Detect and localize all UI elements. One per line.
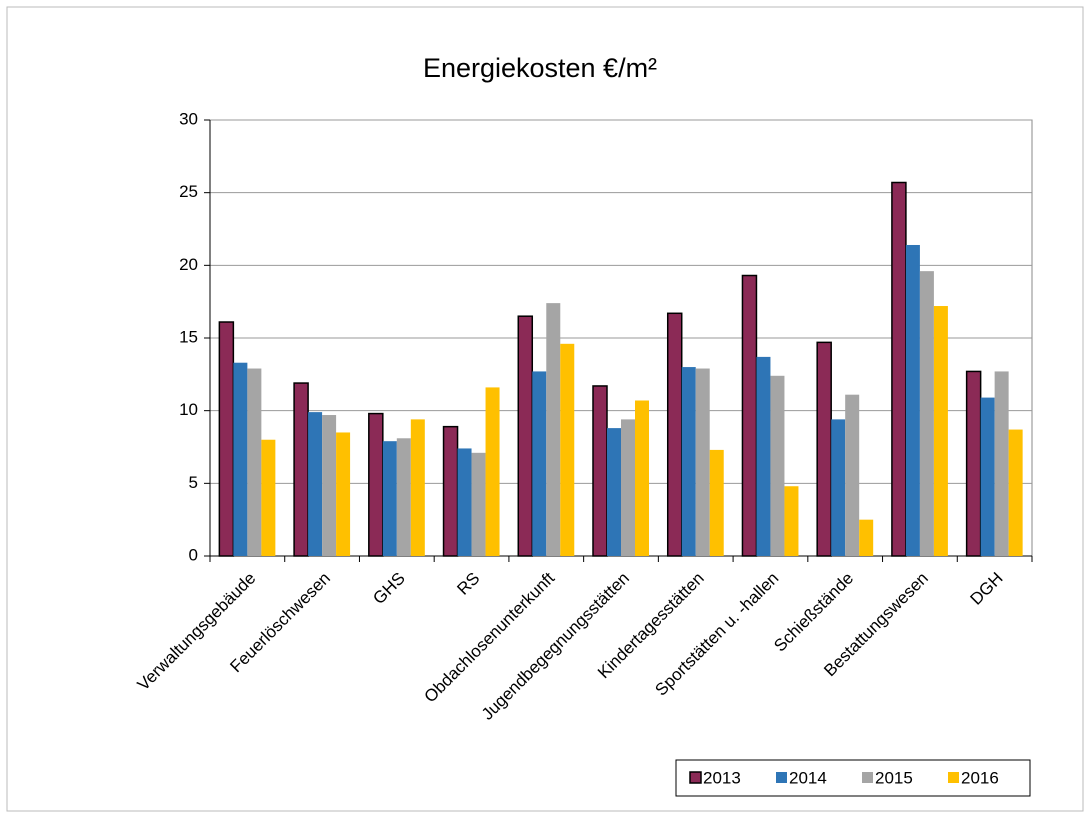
y-tick-label: 5 bbox=[189, 473, 198, 492]
bar bbox=[635, 400, 649, 556]
bar bbox=[322, 415, 337, 556]
bar bbox=[831, 419, 846, 556]
bar bbox=[919, 271, 934, 556]
y-tick-label: 15 bbox=[179, 327, 198, 346]
bar bbox=[457, 448, 472, 556]
bar bbox=[845, 394, 860, 556]
bar bbox=[681, 367, 696, 556]
bar bbox=[336, 432, 351, 556]
legend-swatch bbox=[948, 772, 959, 783]
bar bbox=[532, 371, 547, 556]
bar bbox=[980, 397, 995, 556]
legend-label: 2013 bbox=[703, 768, 741, 787]
bar bbox=[410, 419, 425, 556]
y-tick-label: 25 bbox=[179, 182, 198, 201]
bar bbox=[933, 306, 948, 556]
bar bbox=[666, 312, 683, 557]
bar bbox=[293, 382, 309, 557]
legend-label: 2016 bbox=[961, 768, 999, 787]
bar bbox=[784, 486, 799, 556]
y-tick-label: 20 bbox=[179, 255, 198, 274]
bar bbox=[517, 315, 534, 557]
bar bbox=[308, 412, 323, 556]
chart-title: Energiekosten €/m² bbox=[423, 53, 657, 83]
bar bbox=[859, 519, 874, 556]
bar bbox=[261, 439, 276, 556]
bar bbox=[709, 449, 724, 556]
bar bbox=[607, 428, 621, 556]
legend-swatch bbox=[689, 771, 702, 784]
bar bbox=[218, 321, 235, 557]
bar bbox=[770, 375, 785, 556]
bar bbox=[621, 419, 635, 556]
y-tick-label: 30 bbox=[179, 109, 198, 128]
legend-label: 2014 bbox=[789, 768, 827, 787]
bar bbox=[247, 368, 262, 556]
bar bbox=[396, 438, 411, 556]
legend-box bbox=[675, 759, 1031, 797]
bar bbox=[1008, 429, 1023, 556]
bar bbox=[905, 244, 920, 556]
bar bbox=[741, 274, 758, 557]
y-tick-label: 10 bbox=[179, 400, 198, 419]
bar bbox=[816, 341, 832, 557]
bar bbox=[994, 371, 1009, 556]
bar bbox=[560, 343, 575, 556]
bar bbox=[965, 370, 982, 557]
bar bbox=[485, 387, 500, 556]
bar bbox=[233, 362, 248, 556]
bar bbox=[471, 452, 486, 556]
y-tick-label: 0 bbox=[189, 545, 198, 564]
bar bbox=[592, 385, 608, 557]
bar bbox=[756, 356, 771, 556]
legend-swatch bbox=[862, 772, 873, 783]
bar bbox=[442, 425, 459, 557]
bar bbox=[891, 181, 907, 557]
legend-swatch bbox=[776, 772, 787, 783]
bar bbox=[368, 412, 384, 557]
bar bbox=[546, 303, 561, 556]
bar bbox=[382, 441, 397, 556]
bar bbox=[695, 368, 710, 556]
legend-label: 2015 bbox=[875, 768, 913, 787]
